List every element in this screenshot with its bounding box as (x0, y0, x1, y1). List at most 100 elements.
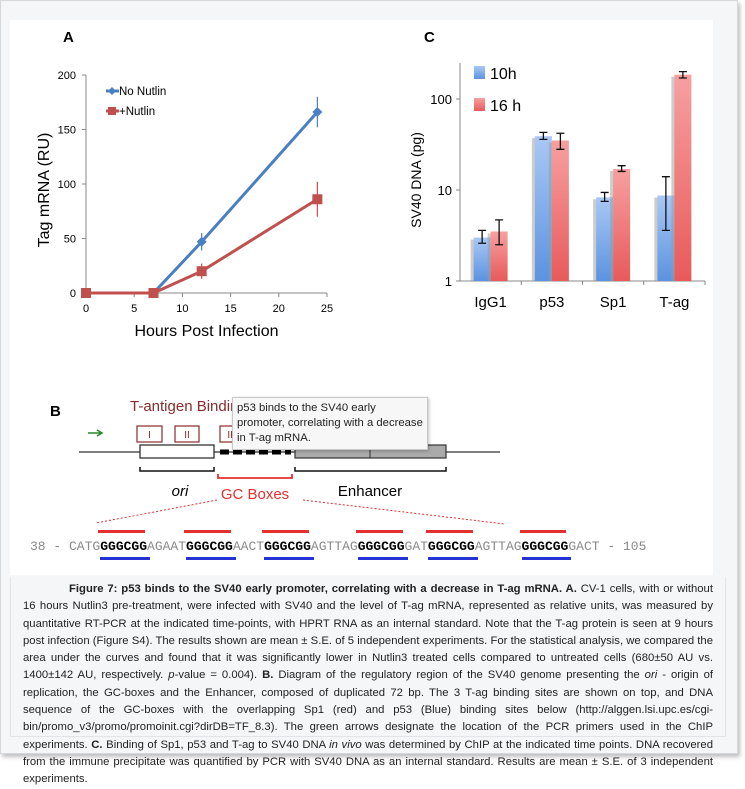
bar-16h (613, 169, 631, 281)
caption-text: Binding of Sp1, p53 and T-ag to SV40 DNA (102, 738, 330, 751)
error-bar (617, 165, 626, 173)
caption-text: Figure 7: p53 binds to the SV40 early pr… (69, 583, 577, 595)
error-bar (600, 191, 609, 203)
tooltip: p53 binds to the SV40 early promoter, co… (232, 397, 428, 450)
data-point (81, 288, 91, 298)
t-antigen-binding-title: T-antigen Binding (130, 398, 247, 415)
caption-text: Diagram of the regulatory region of the … (273, 669, 645, 682)
gc-box-sequence: GGGCGG (521, 539, 569, 554)
ori-label: ori (172, 483, 189, 500)
gc-box-sequence: GGGCGG (357, 539, 405, 554)
legend-swatch (474, 98, 485, 111)
gc-box-sequence: GGGCGG (427, 539, 475, 554)
legend-marker (108, 87, 116, 95)
zoom-line-right (302, 499, 506, 525)
bar-10h (596, 197, 614, 281)
legend-label: No Nutlin (119, 86, 166, 98)
y-tick-label: 100 (430, 92, 452, 107)
caption-text: B. (262, 669, 274, 682)
gc-boxes-label: GC Boxes (221, 486, 289, 503)
error-bar (495, 219, 504, 246)
y-tick-label: 1 (445, 274, 452, 289)
primer-arrow-right-icon (88, 429, 104, 437)
data-point (196, 236, 207, 247)
bar-16h (674, 74, 692, 281)
y-tick-label: 0 (70, 288, 76, 300)
data-point (312, 194, 323, 205)
x-axis-label: Hours Post Infection (134, 323, 278, 340)
binding-site-label: III (227, 430, 235, 441)
caption-indent (23, 583, 69, 595)
x-tick-label: p53 (539, 294, 564, 311)
sequence-segment: GAT (404, 539, 428, 554)
figure-caption: Figure 7: p53 binds to the SV40 early pr… (10, 577, 726, 785)
x-tick-label: 15 (224, 303, 236, 315)
series-line-1 (86, 197, 319, 295)
zoom-line-left (95, 499, 218, 524)
y-tick-label: 10 (438, 183, 452, 198)
x-tick-label: IgG1 (474, 294, 507, 311)
legend-marker (108, 107, 116, 115)
y-axis-label: Tag mRNA (RU) (36, 133, 53, 248)
sequence-segment: GACT - 105 (568, 539, 647, 554)
dna-sequence: 38 - CATGGGGCGGAGAATGGGCGGAACTGGGCGGAGTT… (30, 539, 646, 554)
legend-swatch (474, 66, 485, 79)
x-tick-label: 25 (321, 303, 333, 315)
sequence-segment: AACT (232, 539, 265, 554)
bar-10h (534, 136, 552, 281)
caption-text: ori (644, 669, 658, 682)
error-bar (661, 176, 670, 232)
gc-box-sequence: GGGCGG (264, 539, 311, 554)
y-tick-label: 200 (58, 70, 76, 82)
panel-a-label: A (63, 29, 74, 46)
caption-text: C. (91, 738, 103, 751)
caption-text: p (168, 669, 175, 682)
y-tick-label: 50 (64, 234, 76, 246)
x-tick-label: 20 (273, 303, 285, 315)
enhancer-bracket (294, 467, 447, 472)
data-point (148, 288, 159, 298)
panel-c-label: C (424, 29, 435, 46)
figure-image (10, 20, 713, 575)
y-tick-label: 150 (58, 125, 76, 137)
binding-site-label: II (184, 430, 190, 441)
caption-text: - origin of replication, the GC-boxes an… (23, 669, 713, 751)
gc-box-sequence: GGGCGG (186, 539, 233, 554)
data-point (312, 107, 323, 118)
x-tick-label: 5 (131, 303, 137, 315)
enhancer-label: Enhancer (338, 483, 402, 500)
caption-text: in vivo (329, 738, 362, 751)
y-axis-label: SV40 DNA (pg) (408, 132, 424, 228)
sequence-segment: AGAAT (147, 539, 187, 554)
diagram-b: T-antigen BindingIIIIIIoriGC BoxesEnhanc… (79, 398, 506, 525)
chart-c-bar: 1 10 100 IgG1 p53 Sp1 T-ag SV40 DNA (pg) 10h 16 h (408, 63, 706, 311)
caption-text: was determined by ChIP at the indicated … (23, 738, 713, 786)
bar-10h (657, 195, 675, 281)
x-tick-label: 0 (83, 303, 89, 315)
error-bar (539, 131, 548, 141)
error-bar (556, 132, 565, 150)
legend-label: 16 h (490, 98, 521, 115)
x-tick-label: Sp1 (600, 294, 627, 311)
legend-label: 10h (490, 66, 517, 83)
caption-text: CV-1 cells, with or without 16 hours Nut… (23, 583, 713, 682)
legend-label: +Nutlin (119, 106, 155, 118)
binding-site-box (136, 425, 163, 443)
error-bar (678, 70, 687, 79)
data-point (196, 266, 207, 277)
bar-10h (473, 237, 491, 281)
gc-bracket (217, 474, 293, 479)
sequence-segment: AGTTAG (310, 539, 358, 554)
y-tick-label: 100 (58, 179, 76, 191)
sequence-segment: AGTTAG (474, 539, 522, 554)
ori-box (139, 444, 215, 459)
gc-box-sequence: GGGCGG (100, 539, 148, 554)
error-bar (478, 229, 487, 244)
bar-16h (490, 231, 508, 281)
panel-b-label: B (50, 403, 61, 420)
chart-a-line: 0 50 100 150 200 0 5 10 15 20 25 Hours Post Infecti… (36, 70, 333, 340)
binding-site-label: I (148, 430, 151, 441)
binding-site-box (174, 425, 200, 443)
caption-text: -value = 0.004). (174, 669, 263, 682)
x-tick-label: 10 (176, 303, 188, 315)
